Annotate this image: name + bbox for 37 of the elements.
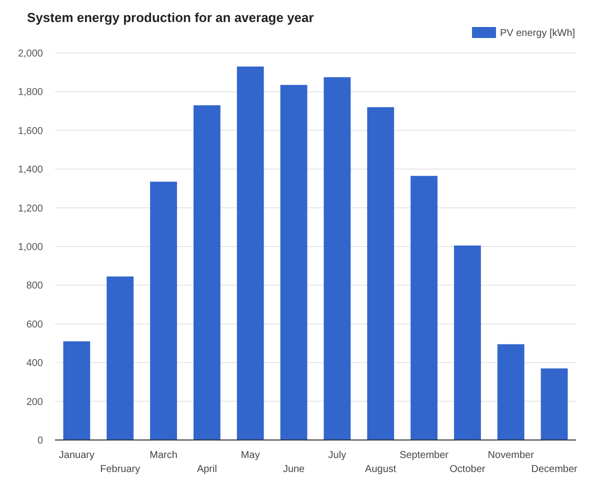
bar <box>106 276 134 440</box>
x-tick-label: February <box>100 464 140 475</box>
bar <box>540 368 568 440</box>
bar <box>194 105 220 440</box>
x-tick-label: December <box>531 464 578 475</box>
bar <box>236 66 264 440</box>
y-tick-label: 1,400 <box>18 164 44 176</box>
y-tick-label: 200 <box>26 396 44 408</box>
y-tick-label: 600 <box>26 319 44 330</box>
x-tick-label: November <box>488 450 535 461</box>
x-tick-label: January <box>58 450 94 461</box>
chart-title: System energy production for an average year <box>27 10 314 25</box>
x-tick-label: June <box>282 464 306 475</box>
x-tick-label: October <box>450 464 486 475</box>
x-tick-label: May <box>240 450 260 461</box>
x-tick-label: August <box>365 464 396 475</box>
y-tick-label: 0 <box>37 436 44 446</box>
bar <box>150 182 177 440</box>
x-tick-label: September <box>400 450 450 461</box>
bar <box>63 341 90 440</box>
bar <box>280 84 308 440</box>
bar <box>324 77 351 440</box>
legend-label: PV energy [kWh] <box>500 28 576 39</box>
y-tick-label: 1,000 <box>18 242 44 253</box>
bar <box>410 176 438 440</box>
x-tick-label: March <box>150 450 178 461</box>
y-tick-label: 400 <box>26 358 44 370</box>
bar <box>367 107 394 440</box>
y-tick-label: 800 <box>26 280 44 292</box>
x-tick-label: July <box>328 450 346 461</box>
y-tick-label: 2,000 <box>18 48 44 60</box>
bar <box>454 246 481 440</box>
x-tick-label: April <box>196 464 217 475</box>
bar <box>497 344 524 440</box>
y-tick-label: 1,600 <box>18 126 44 137</box>
y-tick-label: 1,200 <box>18 203 44 214</box>
y-tick-label: 1,800 <box>18 87 44 98</box>
